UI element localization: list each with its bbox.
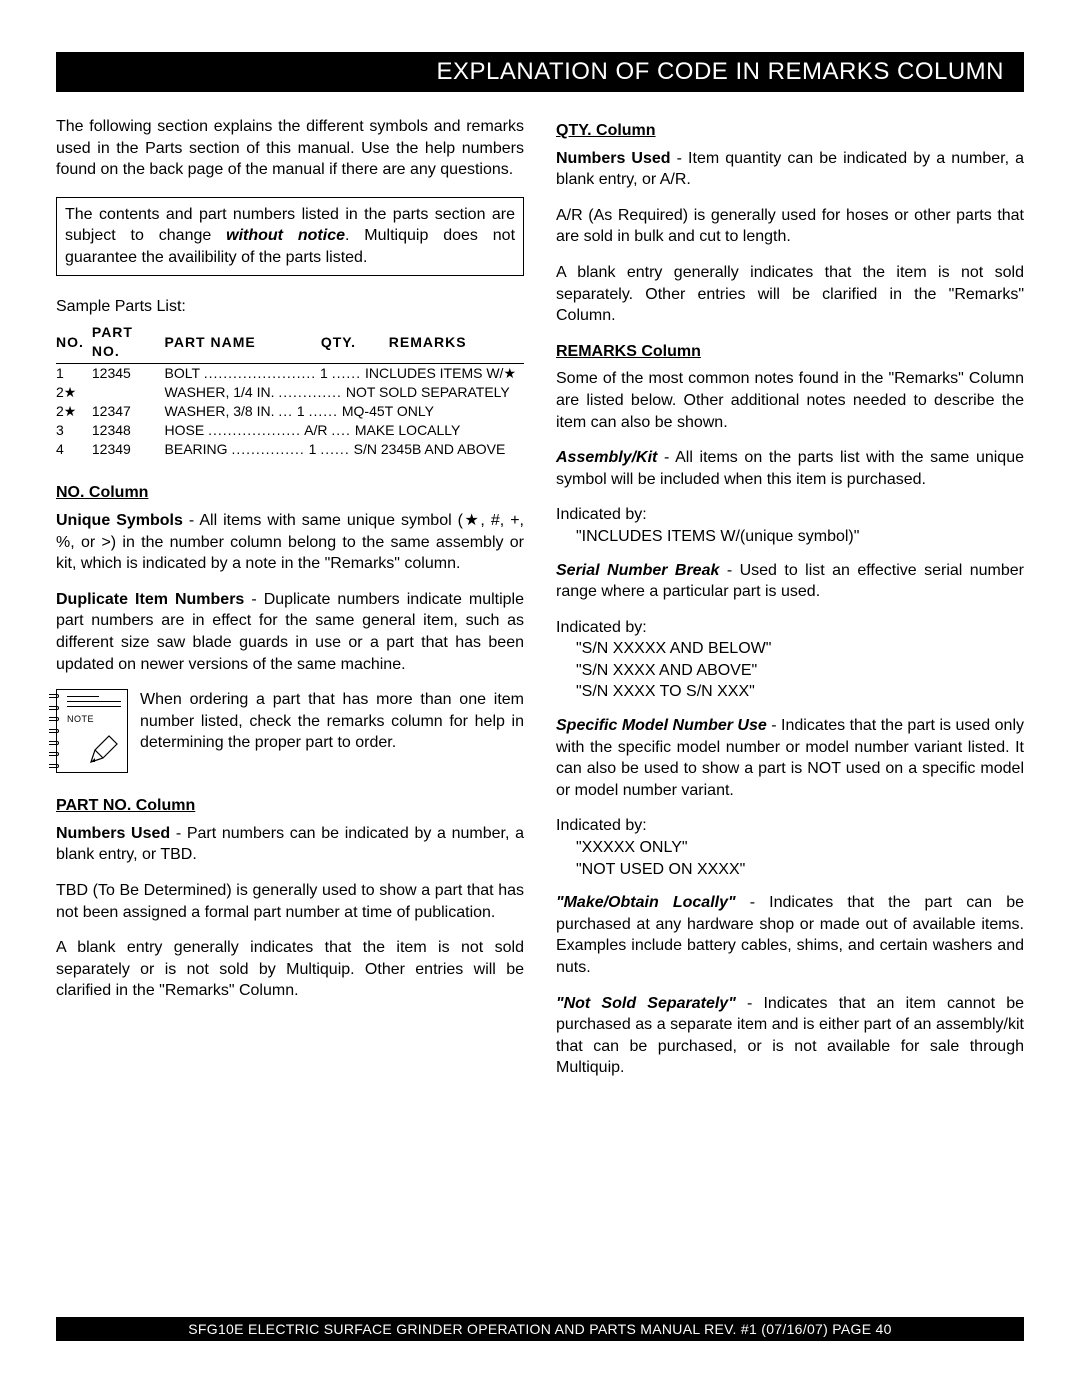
note-text: When ordering a part that has more than … <box>140 689 524 773</box>
note-icon-label: NOTE <box>57 713 127 725</box>
left-column: The following section explains the diffe… <box>56 116 524 1093</box>
note-callout: NOTE When ordering a part that has more … <box>56 689 524 773</box>
snb-ind1: "S/N XXXXX AND BELOW" <box>556 638 1024 660</box>
indicated-label: Indicated by: <box>556 815 1024 837</box>
indicated-label: Indicated by: <box>556 504 1024 526</box>
unique-symbols-entry: Unique Symbols - All items with same uni… <box>56 510 524 575</box>
partno-blank: A blank entry generally indicates that t… <box>56 937 524 1002</box>
title-bar: EXPLANATION OF CODE IN REMARKS COLUMN <box>56 52 1024 92</box>
intro-paragraph: The following section explains the diffe… <box>56 116 524 181</box>
serial-break-entry: Serial Number Break - Used to list an ef… <box>556 560 1024 603</box>
qty-column-head: QTY. Column <box>556 120 1024 142</box>
sample-parts-table: NO. PART NO. PART NAME QTY. REMARKS 1123… <box>56 323 524 458</box>
qty-ar: A/R (As Required) is generally used for … <box>556 205 1024 248</box>
qty-blank: A blank entry generally indicates that t… <box>556 262 1024 327</box>
no-column-head: NO. Column <box>56 482 524 504</box>
specific-model-title: Specific Model Number Use <box>556 717 767 734</box>
indicated-label: Indicated by: <box>556 617 1024 639</box>
specific-model-entry: Specific Model Number Use - Indicates th… <box>556 715 1024 801</box>
table-row: 2★WASHER, 1/4 IN. ............. NOT SOLD… <box>56 383 524 402</box>
th-no: NO. <box>56 323 92 363</box>
partno-column-head: PART NO. Column <box>56 795 524 817</box>
notice-box: The contents and part numbers listed in … <box>56 197 524 276</box>
table-row: 412349BEARING ............... 1 ...... S… <box>56 440 524 459</box>
make-locally-entry: "Make/Obtain Locally" - Indicates that t… <box>556 892 1024 978</box>
th-partname: PART NAME <box>165 323 321 363</box>
make-locally-title: "Make/Obtain Locally" <box>556 894 736 911</box>
assembly-kit-indicated: Indicated by: "INCLUDES ITEMS W/(unique … <box>556 504 1024 547</box>
notepad-icon: NOTE <box>56 689 128 773</box>
partno-tbd: TBD (To Be Determined) is generally used… <box>56 880 524 923</box>
partno-numbers-title: Numbers Used <box>56 825 170 842</box>
smn-ind1: "XXXXX ONLY" <box>556 837 1024 859</box>
smn-ind2: "NOT USED ON XXXX" <box>556 859 1024 881</box>
duplicate-numbers-title: Duplicate Item Numbers <box>56 591 244 608</box>
unique-symbols-title: Unique Symbols <box>56 512 183 529</box>
serial-break-title: Serial Number Break <box>556 562 719 579</box>
footer-bar: SFG10E ELECTRIC SURFACE GRINDER OPERATIO… <box>56 1317 1024 1341</box>
th-remarks: REMARKS <box>389 323 524 363</box>
assembly-kit-title: Assembly/Kit <box>556 449 657 466</box>
content-columns: The following section explains the diffe… <box>56 116 1024 1093</box>
table-row: 112345BOLT ....................... 1 ...… <box>56 363 524 382</box>
assembly-kit-ind: "INCLUDES ITEMS W/(unique symbol)" <box>556 526 1024 548</box>
partno-numbers-entry: Numbers Used - Part numbers can be indic… <box>56 823 524 866</box>
right-column: QTY. Column Numbers Used - Item quantity… <box>556 116 1024 1093</box>
not-sold-sep-entry: "Not Sold Separately" - Indicates that a… <box>556 993 1024 1079</box>
specific-model-indicated: Indicated by: "XXXXX ONLY" "NOT USED ON … <box>556 815 1024 880</box>
th-partno: PART NO. <box>92 323 165 363</box>
sample-parts-label: Sample Parts List: <box>56 296 524 318</box>
not-sold-sep-title: "Not Sold Separately" <box>556 995 736 1012</box>
duplicate-numbers-entry: Duplicate Item Numbers - Duplicate numbe… <box>56 589 524 675</box>
qty-numbers-title: Numbers Used <box>556 150 671 167</box>
assembly-kit-entry: Assembly/Kit - All items on the parts li… <box>556 447 1024 490</box>
remarks-column-head: REMARKS Column <box>556 341 1024 363</box>
page-title: EXPLANATION OF CODE IN REMARKS COLUMN <box>437 58 1004 86</box>
snb-ind3: "S/N XXXX TO S/N XXX" <box>556 681 1024 703</box>
serial-break-indicated: Indicated by: "S/N XXXXX AND BELOW" "S/N… <box>556 617 1024 703</box>
table-row: 2★12347WASHER, 3/8 IN. ... 1 ...... MQ-4… <box>56 402 524 421</box>
table-row: 312348HOSE ................... A/R .... … <box>56 421 524 440</box>
th-qty: QTY. <box>321 323 389 363</box>
snb-ind2: "S/N XXXX AND ABOVE" <box>556 660 1024 682</box>
notice-em: without notice <box>226 227 345 244</box>
pencil-icon <box>87 732 121 766</box>
remarks-intro: Some of the most common notes found in t… <box>556 368 1024 433</box>
qty-numbers-entry: Numbers Used - Item quantity can be indi… <box>556 148 1024 191</box>
footer-text: SFG10E ELECTRIC SURFACE GRINDER OPERATIO… <box>188 1321 891 1337</box>
